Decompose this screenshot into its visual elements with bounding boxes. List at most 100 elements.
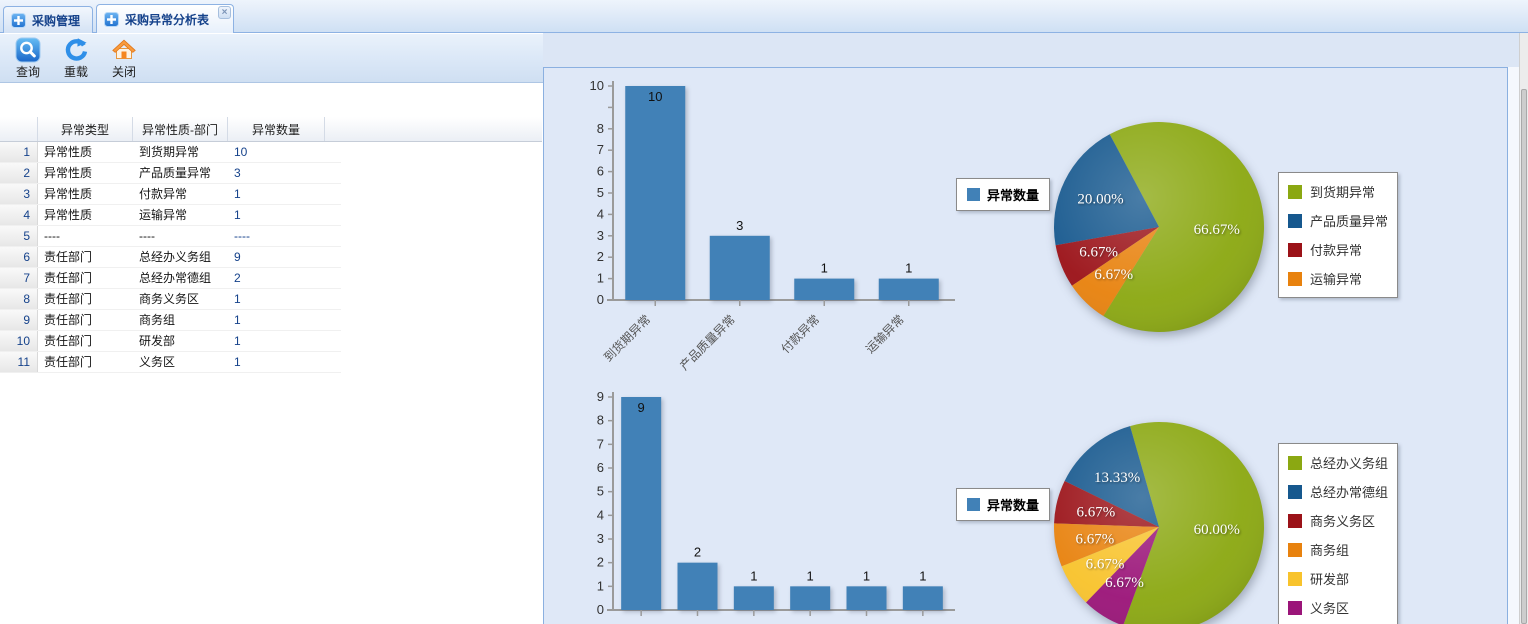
table-row[interactable]: 1 异常性质 到货期异常 10: [0, 142, 341, 163]
table-row[interactable]: 4 异常性质 运输异常 1: [0, 205, 341, 226]
bar: [902, 586, 943, 610]
close-button-label: 关闭: [111, 65, 136, 79]
cell-qty: 1: [234, 355, 241, 369]
y-tick-label: 2: [597, 555, 604, 570]
column-header-filler: [325, 117, 542, 141]
legend-color-swatch: [1288, 542, 1302, 557]
column-header-qty[interactable]: 异常数量: [228, 117, 325, 141]
cell-qty: 1: [234, 292, 241, 306]
reload-icon: [63, 37, 89, 63]
pie-percent-label: 6.67%: [1094, 267, 1133, 283]
bar-value-label: 3: [736, 218, 743, 233]
y-tick-label: 5: [597, 185, 604, 200]
pie-percent-label: 66.67%: [1194, 222, 1240, 238]
cell-exception-type: 异常性质: [44, 166, 93, 180]
legend-color-swatch: [1288, 242, 1302, 257]
cell-exception-type: 责任部门: [44, 355, 93, 369]
legend-label: 义务区: [1310, 601, 1350, 616]
table-body: 1 异常性质 到货期异常 10 2 异常性质 产品质量异常 3 3 异常性质 付款异常 1 4 异常性质运…: [0, 142, 542, 373]
home-icon: [111, 37, 137, 63]
legend-color-swatch: [1288, 600, 1302, 615]
table-row[interactable]: 11 责任部门 义务区 1: [0, 352, 341, 373]
table-header: 异常类型 异常性质-部门 异常数量: [0, 117, 542, 142]
legend-label: 产品质量异常: [1310, 214, 1389, 229]
bar: [794, 278, 855, 300]
legend-color-swatch: [1288, 271, 1302, 286]
cell-nature-dept: 付款异常: [139, 187, 188, 201]
legend-item: 总经办义务组: [1288, 453, 1388, 472]
y-tick-label: 3: [597, 531, 604, 546]
pie-sheen: [1054, 122, 1264, 332]
legend-item: 商务义务区: [1288, 511, 1388, 530]
legend-item: 付款异常: [1288, 240, 1388, 259]
legend-item: 总经办常德组: [1288, 482, 1388, 501]
table-row[interactable]: 6 责任部门 总经办义务组 9: [0, 247, 341, 268]
cell-exception-type: 异常性质: [44, 187, 93, 201]
column-header-nature-dept[interactable]: 异常性质-部门: [133, 117, 228, 141]
cell-qty: 1: [234, 187, 241, 201]
cell-qty: 3: [234, 166, 241, 180]
bar: [625, 86, 686, 300]
table-row[interactable]: 10 责任部门 研发部 1: [0, 331, 341, 352]
cell-nature-dept: 产品质量异常: [139, 166, 212, 180]
pie-percent-label: 60.00%: [1194, 522, 1240, 538]
legend-label: 付款异常: [1310, 243, 1363, 258]
y-tick-label: 0: [597, 292, 604, 307]
legend-label: 商务组: [1310, 543, 1350, 558]
exception-table: 异常类型 异常性质-部门 异常数量 1 异常性质 到货期异常 10 2 异常性质 产品质量异…: [0, 117, 542, 373]
bar: [878, 278, 939, 300]
pie-legend-2: 总经办义务组 总经办常德组 商务义务区 商务组 研发部 义务区: [1278, 443, 1399, 624]
bar-value-label: 1: [863, 568, 870, 583]
x-category-label: 运输异常: [862, 312, 907, 357]
tab-purchase-exception-analysis[interactable]: 采购异常分析表 ×: [96, 4, 235, 33]
bar-value-label: 2: [694, 545, 701, 560]
y-tick-label: 1: [597, 578, 604, 593]
cell-exception-type: 异常性质: [44, 145, 93, 159]
bar: [790, 586, 831, 610]
scrollbar-thumb[interactable]: [1521, 89, 1527, 624]
panel-gap: [1508, 67, 1519, 624]
bar: [677, 562, 718, 610]
table-row[interactable]: 7 责任部门 总经办常德组 2: [0, 268, 341, 289]
row-number: 8: [0, 289, 38, 309]
cell-qty: 1: [234, 313, 241, 327]
bar-value-label: 1: [821, 261, 828, 276]
cell-exception-type: 责任部门: [44, 250, 93, 264]
table-row[interactable]: 2 异常性质 产品质量异常 3: [0, 163, 341, 184]
bar: [621, 397, 662, 610]
tab-purchase-management[interactable]: 采购管理: [3, 6, 94, 33]
cell-nature-dept: ----: [139, 229, 155, 243]
bar-value-label: 1: [807, 568, 814, 583]
search-icon: [15, 37, 41, 63]
row-number: 10: [0, 331, 38, 351]
legend-item: 义务区: [1288, 598, 1388, 617]
bar-value-label: 9: [638, 400, 645, 415]
bar: [709, 235, 770, 300]
row-number: 3: [0, 184, 38, 204]
bar: [733, 586, 774, 610]
pie-sheen: [1054, 422, 1264, 624]
table-row[interactable]: 8 责任部门 商务义务区 1: [0, 289, 341, 310]
vertical-scrollbar[interactable]: [1519, 33, 1528, 624]
y-tick-label: 9: [597, 389, 604, 404]
close-button[interactable]: 关闭: [100, 36, 148, 80]
column-header-type[interactable]: 异常类型: [38, 117, 133, 141]
cell-qty: 1: [234, 208, 241, 222]
tab-label: 采购管理: [32, 13, 81, 28]
table-row[interactable]: 3 异常性质 付款异常 1: [0, 184, 341, 205]
chart-area-top-strip: [543, 33, 1528, 69]
bar-legend-2: 异常数量: [956, 488, 1051, 521]
legend-color-swatch: [1288, 484, 1302, 499]
cell-nature-dept: 总经办义务组: [139, 250, 212, 264]
pie-chart-exception-nature: 66.67% 20.00% 6.67% 6.67%: [1054, 122, 1264, 332]
bar-value-label: 1: [905, 261, 912, 276]
legend-item: 商务组: [1288, 540, 1388, 559]
query-button[interactable]: 查询: [4, 36, 52, 80]
reload-button[interactable]: 重载: [52, 36, 100, 80]
table-row[interactable]: 5 ---- ---- ----: [0, 226, 341, 247]
legend-item: 到货期异常: [1288, 182, 1388, 201]
table-row[interactable]: 9 责任部门 商务组 1: [0, 310, 341, 331]
cell-nature-dept: 义务区: [139, 355, 176, 369]
close-tab-icon[interactable]: ×: [218, 6, 232, 19]
pie-percent-label: 6.67%: [1079, 244, 1118, 260]
